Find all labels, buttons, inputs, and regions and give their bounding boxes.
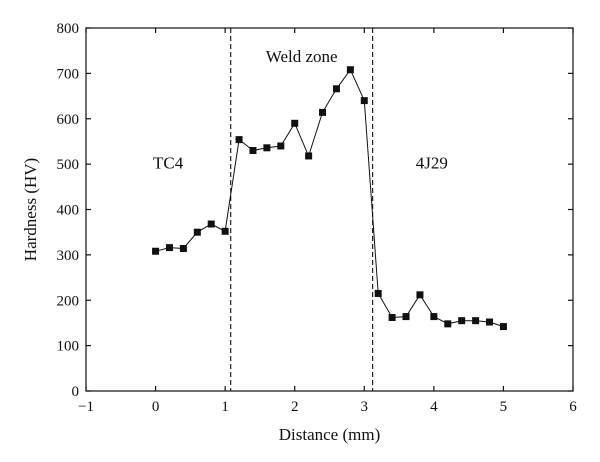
data-point [235,136,243,144]
data-point [444,320,452,328]
y-axis-label: Hardness (HV) [21,158,40,261]
x-tick-label: 4 [430,399,438,415]
y-tick-label: 200 [57,293,80,309]
y-tick-label: 600 [57,112,80,128]
x-tick-label: −1 [78,399,94,415]
data-point [193,228,201,236]
data-point [277,142,285,150]
x-tick-label: 0 [152,399,160,415]
x-tick-label: 5 [500,399,508,415]
data-point [263,144,271,152]
data-point [346,66,354,74]
data-point [499,323,507,331]
y-tick-label: 400 [57,203,80,219]
data-point [416,291,424,299]
data-point [305,152,313,160]
plot-frame [85,27,574,392]
series-line [155,68,504,328]
data-point [165,244,173,252]
y-tick-label: 700 [57,66,80,82]
data-point [430,313,438,321]
data-point [179,245,187,253]
y-tick-label: 500 [57,157,80,173]
data-point [249,147,257,155]
data-point [291,119,299,127]
data-point [319,108,327,116]
y-tick-label: 300 [57,248,80,264]
data-point [152,247,160,255]
data-point [486,318,494,326]
annotation-label: Weld zone [266,47,338,66]
x-axis-label: Distance (mm) [279,425,381,444]
y-tick-label: 800 [57,21,80,37]
x-tick-label: 6 [569,399,577,415]
x-tick-label: 2 [291,399,299,415]
annotation-label: TC4 [153,154,184,173]
data-point [388,313,396,321]
data-point [458,317,466,325]
y-tick-label: 100 [57,339,80,355]
data-point [332,85,340,93]
data-point [221,227,229,235]
x-tick-label: 3 [361,399,369,415]
data-point [472,317,480,325]
y-tick-label: 0 [72,384,80,400]
data-point [374,289,382,297]
data-point [207,220,215,228]
data-point [360,97,368,105]
x-tick-label: 1 [221,399,229,415]
annotation-label: 4J29 [416,154,448,173]
data-point [402,313,410,321]
